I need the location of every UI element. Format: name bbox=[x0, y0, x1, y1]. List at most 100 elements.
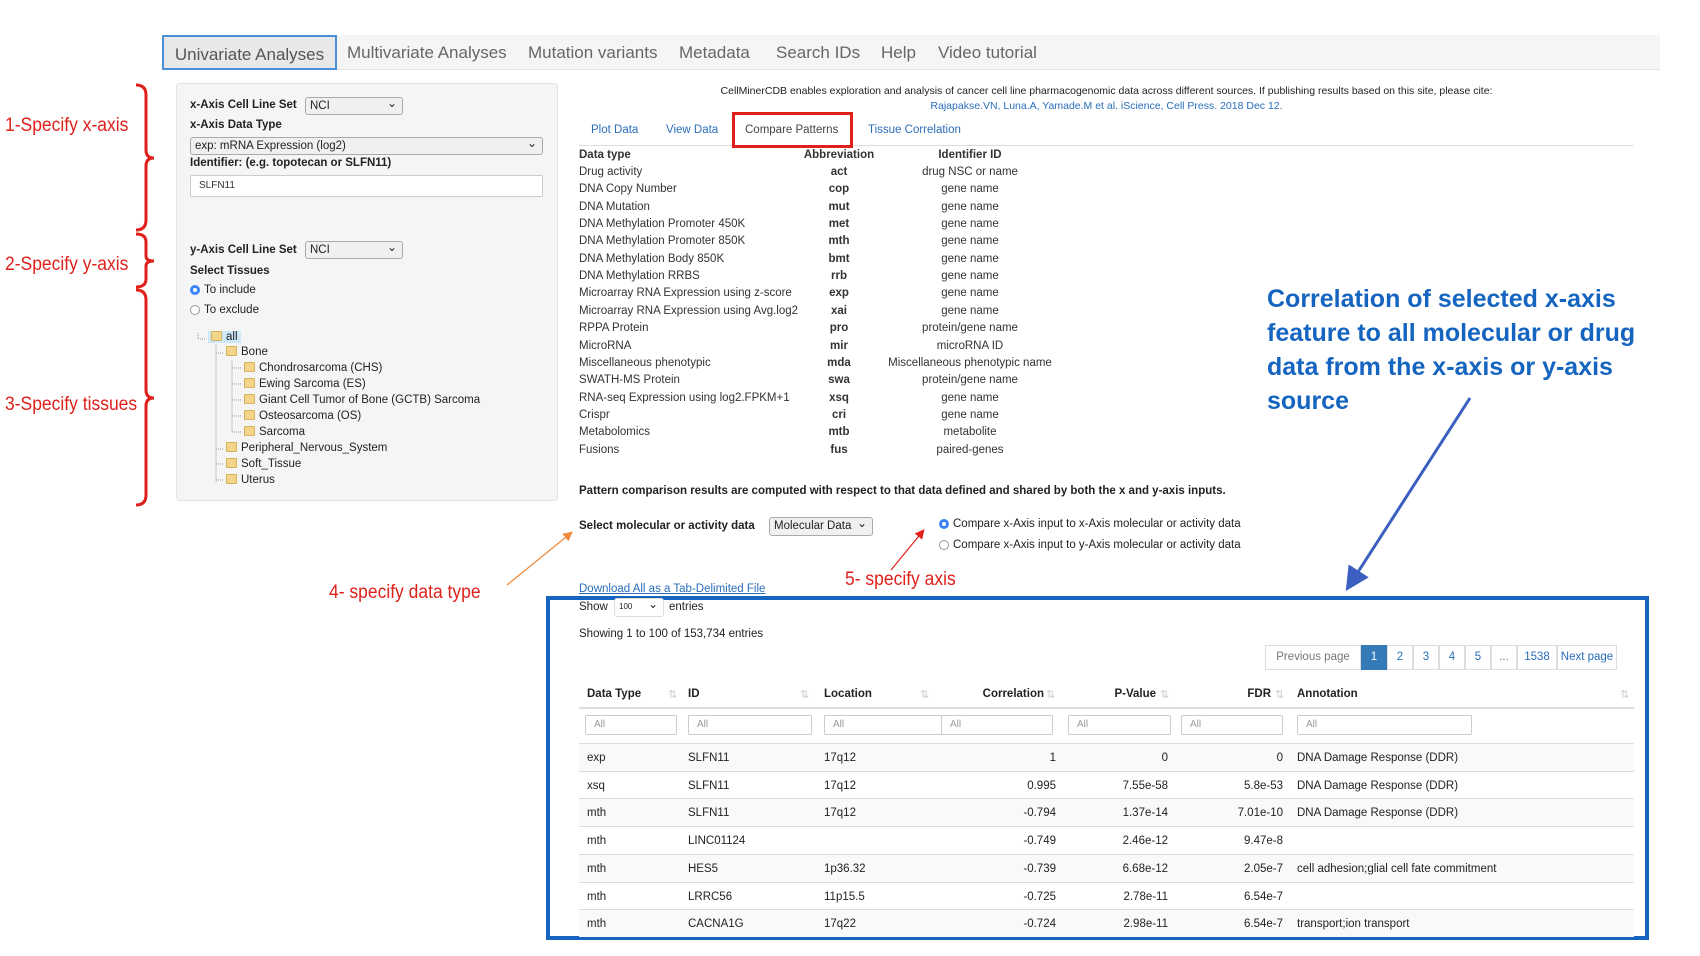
page-button[interactable]: 4 bbox=[1439, 645, 1465, 670]
datatype-cell: mtb bbox=[828, 426, 850, 439]
table-cell: 17q12 bbox=[824, 752, 856, 764]
table-row[interactable]: mth CACNA1G 17q22 -0.724 2.98e-11 6.54e-7 tran… bbox=[579, 909, 1634, 938]
download-link[interactable]: Download All as a Tab-Delimited File bbox=[579, 583, 766, 595]
page-button[interactable]: 3 bbox=[1413, 645, 1439, 670]
tree-node[interactable]: Uterus bbox=[226, 474, 275, 486]
tree-node[interactable]: Soft_Tissue bbox=[226, 458, 301, 470]
folder-icon bbox=[244, 378, 255, 388]
y-cell-line-select[interactable]: NCI bbox=[305, 239, 403, 259]
tab-multivariate[interactable]: Multivariate Analyses bbox=[347, 43, 507, 62]
table-row[interactable]: mth HES5 1p36.32 -0.739 6.68e-12 2.05e-7 cell … bbox=[579, 853, 1634, 882]
subtab-divider bbox=[579, 145, 1634, 146]
tree-node[interactable]: Osteosarcoma (OS) bbox=[244, 410, 361, 422]
column-header[interactable]: Correlation bbox=[982, 688, 1044, 700]
page-button[interactable]: 1538 bbox=[1517, 645, 1557, 670]
tab-search-ids[interactable]: Search IDs bbox=[776, 43, 861, 62]
exclude-label: To exclude bbox=[204, 304, 259, 316]
column-filter-input[interactable]: All bbox=[941, 715, 1053, 735]
table-cell: DNA Damage Response (DDR) bbox=[1297, 807, 1459, 820]
table-row[interactable]: mth LINC01124 -0.749 2.46e-12 9.47e-8 bbox=[579, 826, 1634, 854]
datatype-cell: Metabolomics bbox=[579, 426, 650, 439]
datatype-cell: Identifier ID bbox=[938, 149, 1002, 161]
entries-select[interactable]: 100 bbox=[614, 596, 664, 617]
tab-mutation-variants[interactable]: Mutation variants bbox=[528, 43, 658, 62]
x-data-type-select[interactable]: exp: mRNA Expression (log2) bbox=[190, 135, 543, 155]
table-cell: 0 bbox=[1276, 752, 1283, 764]
column-filter-input[interactable]: All bbox=[1068, 715, 1171, 735]
subtab-plot-data[interactable]: Plot Data bbox=[591, 124, 639, 136]
table-row[interactable]: mth LRRC56 11p15.5 -0.725 2.78e-11 6.54e-7 bbox=[579, 881, 1634, 910]
table-cell: -0.724 bbox=[1023, 918, 1056, 931]
tree-node[interactable]: Sarcoma bbox=[244, 426, 305, 438]
datatype-row: Metabolomics mtb metabolite bbox=[579, 426, 1099, 443]
sort-icon[interactable]: ⇅ bbox=[920, 689, 930, 701]
column-filter-input[interactable]: All bbox=[824, 715, 942, 735]
datatype-cell: protein/gene name bbox=[922, 322, 1018, 335]
datatype-cell: rrb bbox=[831, 270, 847, 283]
x-cell-line-select[interactable]: NCI bbox=[305, 95, 403, 115]
folder-icon bbox=[226, 458, 237, 468]
subtab-view-data[interactable]: View Data bbox=[666, 124, 719, 136]
compare-y-radio[interactable] bbox=[939, 540, 949, 550]
table-cell: cell adhesion;glial cell fate commitment bbox=[1297, 862, 1497, 875]
folder-icon bbox=[226, 442, 237, 452]
next-page-button[interactable]: Next page bbox=[1557, 645, 1617, 670]
tab-help[interactable]: Help bbox=[881, 43, 916, 62]
table-row[interactable]: exp SLFN11 17q12 1 0 0 DNA Damage Response (DD… bbox=[579, 743, 1634, 771]
tree-node[interactable]: Peripheral_Nervous_System bbox=[226, 442, 387, 454]
table-cell: 0 bbox=[1161, 752, 1168, 764]
datatype-row: RPPA Protein pro protein/gene name bbox=[579, 322, 1099, 339]
folder-icon bbox=[226, 474, 237, 484]
page-button[interactable]: 1 bbox=[1361, 645, 1387, 670]
subtab-compare-patterns[interactable]: Compare Patterns bbox=[745, 124, 839, 136]
column-header[interactable]: FDR bbox=[1247, 688, 1271, 700]
column-header[interactable]: P-Value bbox=[1114, 688, 1156, 700]
tree-node[interactable]: Chondrosarcoma (CHS) bbox=[244, 362, 382, 374]
datatype-cell: xsq bbox=[829, 391, 849, 404]
citation-link[interactable]: Rajapakse.VN, Luna.A, Yamade.M et al. iS… bbox=[930, 100, 1283, 112]
header-divider bbox=[579, 707, 1634, 709]
compare-x-radio[interactable] bbox=[939, 519, 949, 529]
column-filter-input[interactable]: All bbox=[1297, 715, 1472, 735]
tree-node[interactable]: Ewing Sarcoma (ES) bbox=[244, 378, 366, 390]
table-cell: 1.37e-14 bbox=[1122, 807, 1168, 820]
molecular-data-select[interactable]: Molecular Data bbox=[769, 515, 873, 536]
previous-page-button[interactable]: Previous page bbox=[1265, 645, 1361, 670]
tree-node-all[interactable]: all bbox=[208, 331, 241, 343]
table-row[interactable]: mth SLFN11 17q12 -0.794 1.37e-14 7.01e-10 DNA … bbox=[579, 798, 1634, 827]
datatype-cell: gene name bbox=[941, 270, 999, 283]
page-button[interactable]: ... bbox=[1491, 645, 1517, 670]
table-row[interactable]: xsq SLFN11 17q12 0.995 7.55e-58 5.8e-53 DNA Da… bbox=[579, 770, 1634, 799]
tree-node[interactable]: Giant Cell Tumor of Bone (GCTB) Sarcoma bbox=[244, 394, 480, 406]
showing-info: Showing 1 to 100 of 153,734 entries bbox=[579, 628, 764, 640]
datatype-row: DNA Methylation Promoter 450K met gene nam… bbox=[579, 218, 1099, 235]
table-cell: 0.995 bbox=[1027, 779, 1056, 792]
column-filter-input[interactable]: All bbox=[688, 715, 812, 735]
tab-metadata[interactable]: Metadata bbox=[679, 43, 750, 62]
column-header[interactable]: ID bbox=[688, 688, 700, 700]
tree-node-bone[interactable]: Bone bbox=[226, 346, 268, 358]
column-header[interactable]: Location bbox=[824, 688, 872, 700]
datatype-cell: DNA Methylation Promoter 450K bbox=[579, 218, 746, 231]
column-filter-input[interactable]: All bbox=[1181, 715, 1283, 735]
sort-icon[interactable]: ⇅ bbox=[800, 689, 810, 701]
table-cell: 9.47e-8 bbox=[1243, 835, 1283, 848]
sort-icon[interactable]: ⇅ bbox=[1620, 689, 1630, 701]
page-button[interactable]: 2 bbox=[1387, 645, 1413, 670]
exclude-radio[interactable] bbox=[190, 305, 200, 315]
column-header[interactable]: Annotation bbox=[1297, 688, 1358, 700]
column-header[interactable]: Data Type bbox=[587, 688, 642, 700]
sort-icon[interactable]: ⇅ bbox=[1160, 689, 1170, 701]
page-button[interactable]: 5 bbox=[1465, 645, 1491, 670]
sort-icon[interactable]: ⇅ bbox=[1275, 689, 1285, 701]
sort-icon[interactable]: ⇅ bbox=[1046, 689, 1056, 701]
tab-univariate[interactable]: Univariate Analyses bbox=[162, 35, 337, 70]
column-filter-input[interactable]: All bbox=[585, 715, 677, 735]
annotation-step2: 2-Specify y-axis bbox=[5, 254, 129, 275]
table-cell: 2.05e-7 bbox=[1243, 862, 1283, 875]
identifier-input[interactable]: SLFN11 bbox=[190, 175, 543, 197]
tab-video-tutorial[interactable]: Video tutorial bbox=[938, 43, 1037, 62]
sort-icon[interactable]: ⇅ bbox=[668, 689, 678, 701]
include-radio[interactable] bbox=[190, 285, 200, 295]
subtab-tissue-correlation[interactable]: Tissue Correlation bbox=[868, 124, 961, 136]
